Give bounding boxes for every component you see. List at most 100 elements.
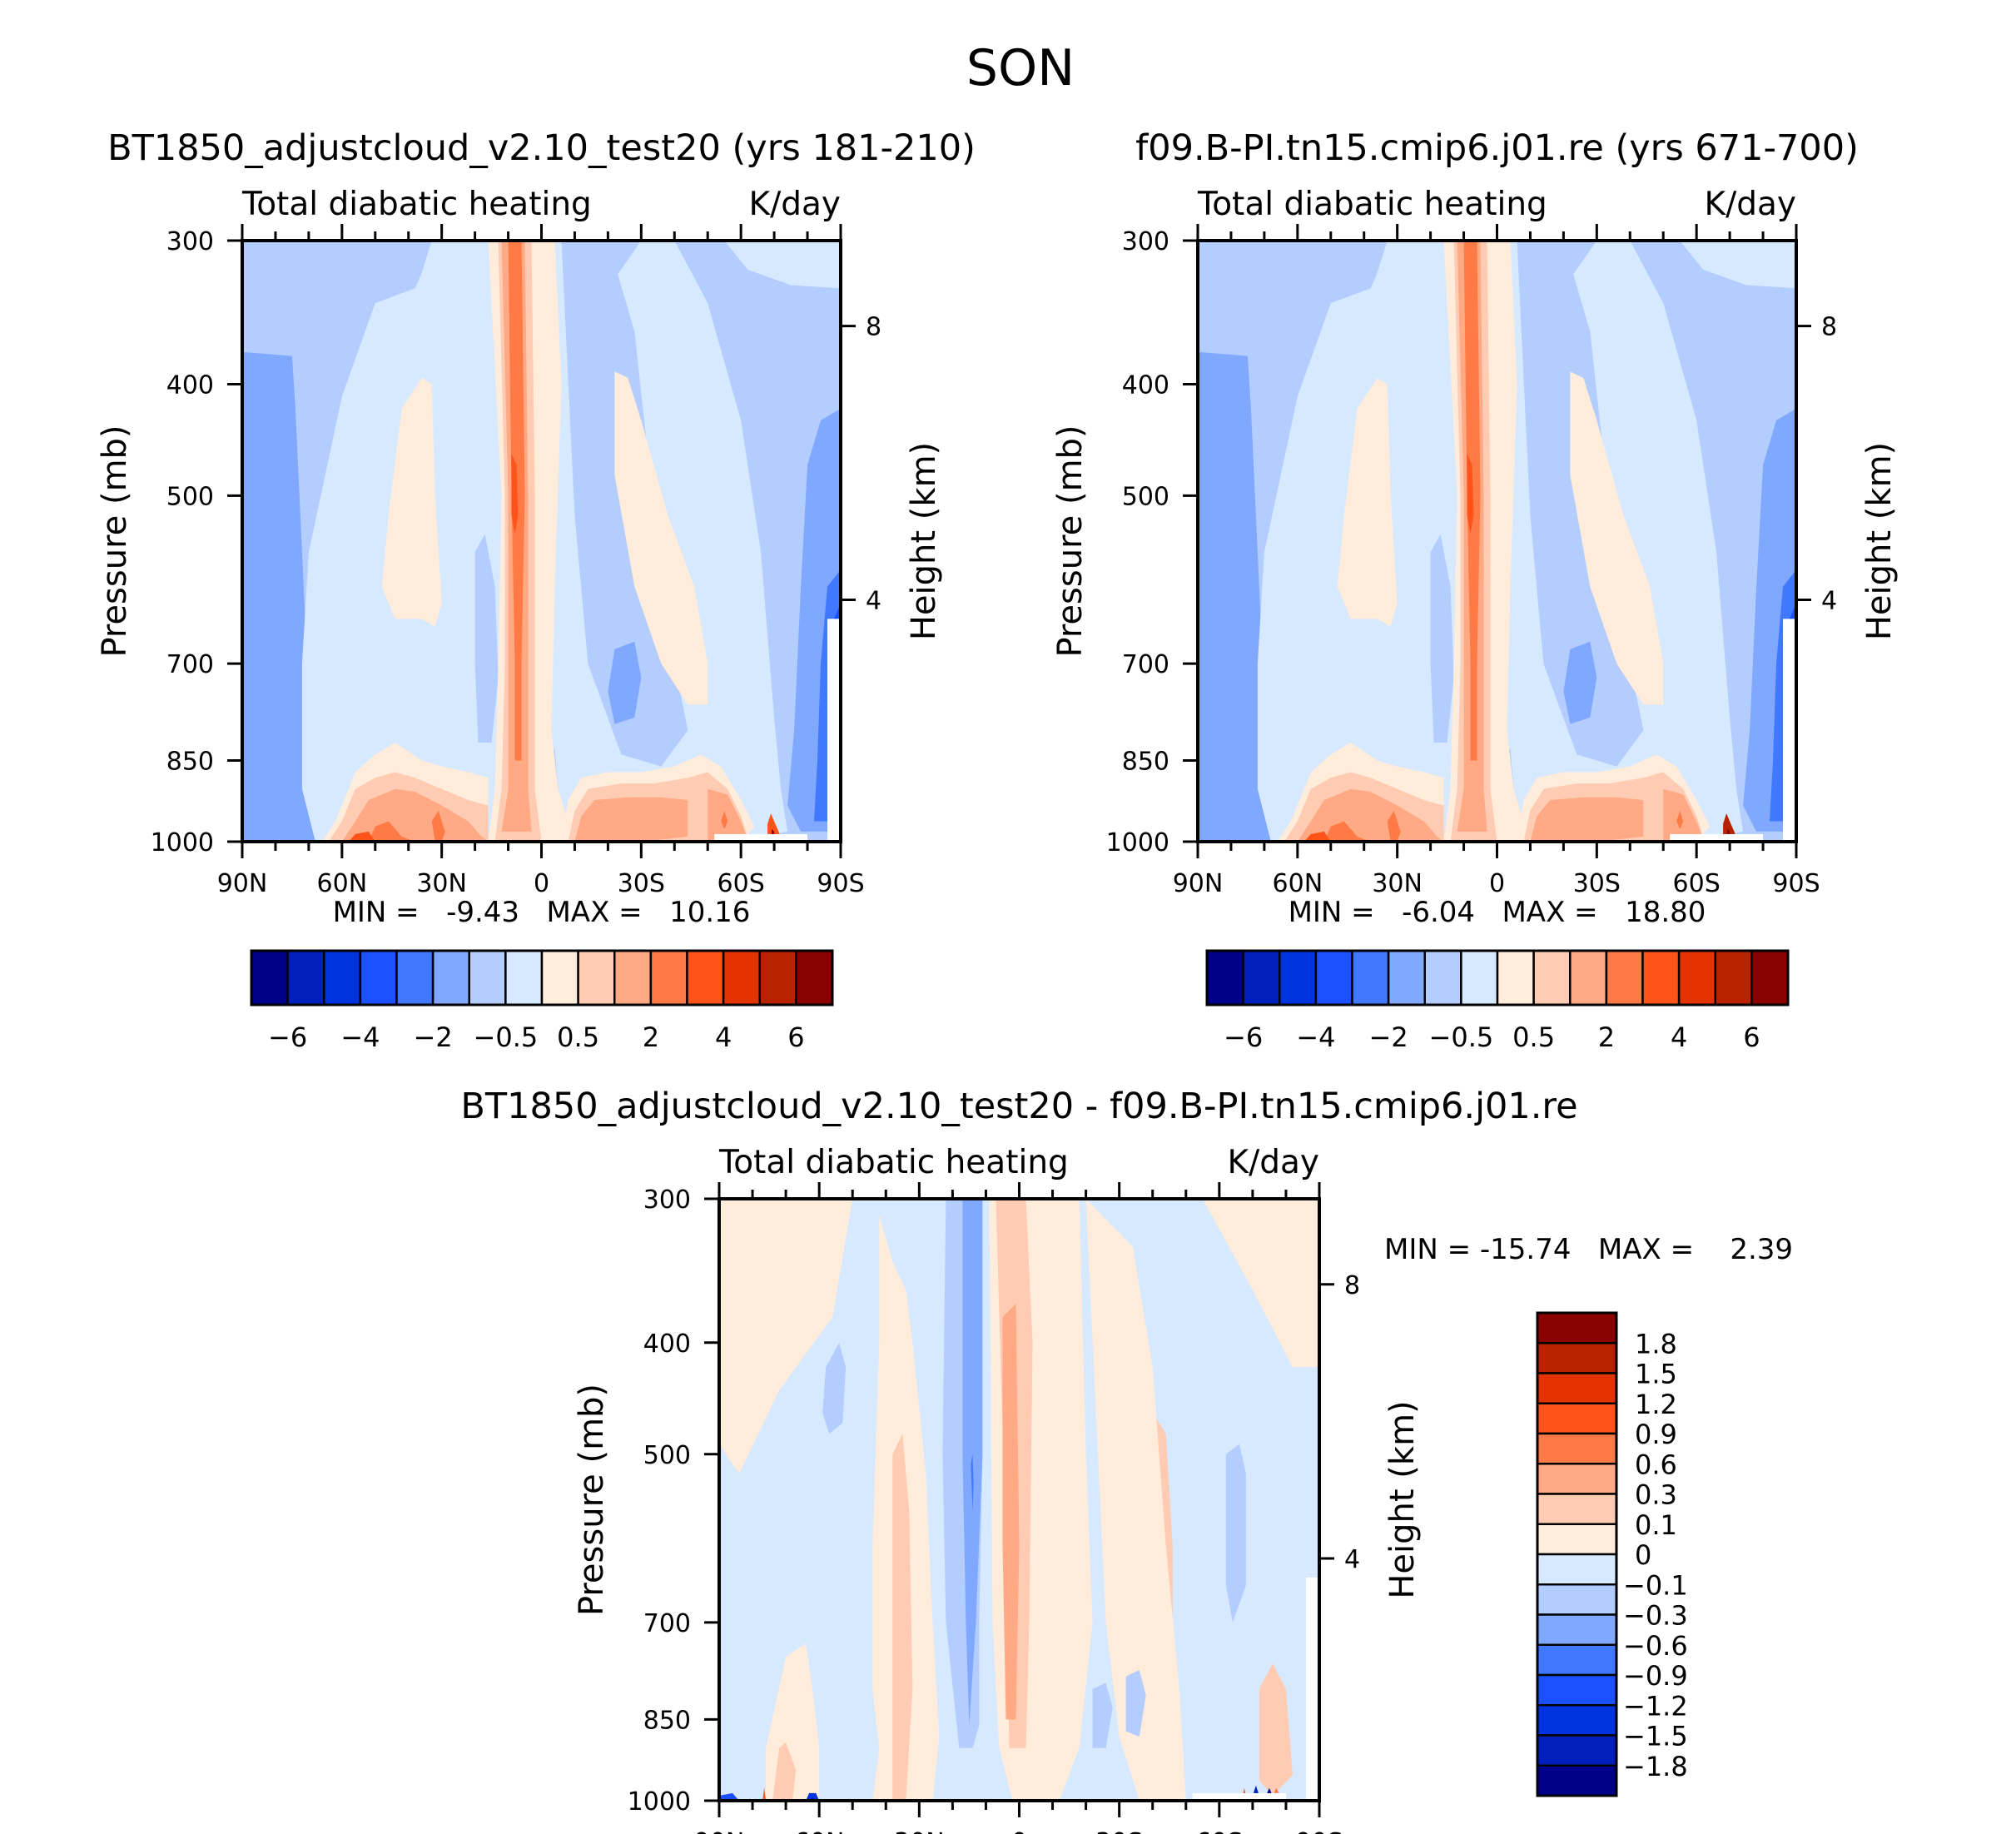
contour-region bbox=[1530, 797, 1644, 842]
contour-region bbox=[474, 534, 499, 743]
colorbar-swatch bbox=[1387, 949, 1426, 1006]
x-tick-label: 0 bbox=[1489, 869, 1505, 898]
colorbar-swatch bbox=[1536, 1432, 1618, 1465]
contour-region bbox=[381, 378, 442, 627]
colorbar-swatch bbox=[468, 949, 507, 1006]
y-tick-label: 300 bbox=[1122, 227, 1169, 256]
y-tick-label: 1000 bbox=[1106, 828, 1169, 857]
colorbar-swatch bbox=[577, 949, 616, 1006]
right-y-axis-label: Height (km) bbox=[1383, 1400, 1422, 1598]
colorbar-swatch bbox=[1496, 949, 1535, 1006]
right-string: K/day bbox=[749, 186, 841, 223]
right-y-tick-label: 4 bbox=[1344, 1545, 1360, 1574]
colorbar-label: 0 bbox=[1635, 1539, 1651, 1571]
y-tick-label: 850 bbox=[166, 748, 214, 777]
contour-region bbox=[348, 831, 375, 842]
colorbar-label: 1.8 bbox=[1635, 1328, 1677, 1359]
colorbar-label: −4 bbox=[1296, 1021, 1335, 1053]
y-tick-label: 500 bbox=[1122, 482, 1169, 511]
contour-region bbox=[1125, 1670, 1146, 1737]
colorbar-swatch bbox=[1423, 949, 1462, 1006]
x-tick-label: 90S bbox=[1295, 1828, 1343, 1834]
x-tick-label: 90S bbox=[817, 869, 864, 898]
colorbar-frame bbox=[250, 949, 834, 1006]
contour-region bbox=[719, 1199, 853, 1474]
y-axis-label: Pressure (mb) bbox=[1051, 425, 1090, 657]
y-tick-label: 400 bbox=[643, 1330, 691, 1359]
x-tick-label: 60S bbox=[1673, 869, 1721, 898]
missing-data-region bbox=[1670, 833, 1764, 842]
contour-region bbox=[772, 1742, 797, 1801]
contour-region bbox=[1663, 788, 1704, 842]
panel-title: BT1850_adjustcloud_v2.10_test20 (yrs 181… bbox=[107, 127, 976, 169]
right-string: K/day bbox=[1228, 1144, 1319, 1181]
colorbar-swatch bbox=[722, 949, 761, 1006]
x-tick-label: 30N bbox=[894, 1828, 945, 1834]
contour-region bbox=[719, 1792, 739, 1801]
colorbar-swatch bbox=[431, 949, 470, 1006]
colorbar-label: −6 bbox=[1224, 1021, 1263, 1053]
colorbar-swatch bbox=[1536, 1673, 1618, 1707]
colorbar-label: −2 bbox=[414, 1021, 453, 1053]
contour-region bbox=[1723, 813, 1737, 839]
x-tick-label: 30S bbox=[1095, 1828, 1143, 1834]
contour-region bbox=[721, 810, 728, 829]
x-tick-label: 60N bbox=[317, 869, 368, 898]
y-tick-label: 700 bbox=[1122, 650, 1169, 679]
left-string: Total diabatic heating bbox=[241, 186, 592, 223]
colorbar-swatch bbox=[795, 949, 834, 1006]
contour-region bbox=[806, 1792, 820, 1801]
colorbar-frame bbox=[1205, 949, 1790, 1006]
x-tick-label: 30N bbox=[1372, 869, 1423, 898]
colorbar-label: 6 bbox=[1743, 1021, 1760, 1053]
colorbar: −6 −4 −2 −0.5 0.5 2 4 6 bbox=[1205, 949, 1790, 1053]
colorbar-label: −1.2 bbox=[1623, 1690, 1688, 1722]
contour-region bbox=[1563, 641, 1597, 724]
colorbar-label: 0.5 bbox=[1512, 1021, 1555, 1053]
right-y-tick-label: 4 bbox=[866, 586, 881, 615]
y-tick-label: 1000 bbox=[151, 828, 214, 857]
y-tick-label: 500 bbox=[166, 482, 214, 511]
y-tick-label: 1000 bbox=[628, 1787, 691, 1817]
contour-region bbox=[971, 1454, 974, 1511]
colorbar-swatch bbox=[1536, 1764, 1618, 1797]
colorbar: 1.81.51.20.90.60.30.10−0.1−0.3−0.6−0.9−1… bbox=[1536, 1311, 1688, 1797]
x-tick-label: 90N bbox=[217, 869, 268, 898]
contour-region bbox=[1676, 810, 1684, 829]
contour-field bbox=[242, 241, 841, 842]
colorbar-label: 1.2 bbox=[1635, 1389, 1677, 1420]
colorbar-label: 4 bbox=[1671, 1021, 1687, 1053]
contour-region bbox=[892, 1434, 913, 1801]
contour-region bbox=[511, 454, 519, 534]
x-tick-label: 0 bbox=[534, 869, 549, 898]
colorbar-swatch bbox=[1536, 1463, 1618, 1495]
contour-region bbox=[767, 813, 782, 839]
y-tick-label: 300 bbox=[643, 1185, 691, 1215]
contour-field bbox=[1198, 241, 1796, 842]
colorbar-swatch bbox=[504, 949, 544, 1006]
colorbar-swatch bbox=[1532, 949, 1572, 1006]
colorbar-swatch bbox=[1314, 949, 1353, 1006]
colorbar-label: 1.5 bbox=[1635, 1359, 1677, 1390]
contour-region bbox=[1337, 378, 1398, 627]
contour-region bbox=[608, 641, 642, 724]
right-y-tick-label: 8 bbox=[1821, 313, 1837, 342]
x-tick-label: 30S bbox=[618, 869, 665, 898]
missing-data-region bbox=[1305, 1577, 1319, 1801]
colorbar-swatch bbox=[1351, 949, 1390, 1006]
y-tick-label: 500 bbox=[643, 1441, 691, 1470]
colorbar-swatch bbox=[395, 949, 434, 1006]
y-tick-label: 850 bbox=[1122, 748, 1169, 777]
x-tick-label: 60N bbox=[794, 1828, 845, 1834]
contour-region bbox=[1202, 1199, 1319, 1368]
right-y-axis-label: Height (km) bbox=[1860, 442, 1899, 640]
contour-region bbox=[1085, 1199, 1186, 1801]
contour-region bbox=[1198, 351, 1298, 842]
contour-field bbox=[719, 1199, 1319, 1801]
y-tick-label: 700 bbox=[166, 650, 214, 679]
left-string: Total diabatic heating bbox=[1197, 186, 1547, 223]
right-y-axis-label: Height (km) bbox=[905, 442, 943, 640]
right-y-tick-label: 8 bbox=[866, 313, 881, 342]
missing-data-region bbox=[1192, 1792, 1286, 1801]
